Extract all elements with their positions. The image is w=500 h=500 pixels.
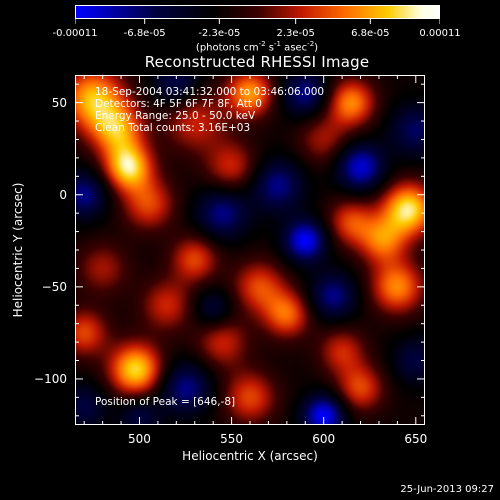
plot-border <box>75 75 425 425</box>
colorbar-tick-label: 6.8e-05 <box>351 28 390 39</box>
x-tick-label: 650 <box>404 432 428 446</box>
heatmap-image <box>75 75 425 425</box>
y-tick-label: −50 <box>41 279 67 294</box>
x-tick-label: 500 <box>128 432 151 446</box>
colorbar-tick-label: 0.00011 <box>419 28 461 39</box>
colorbar-tick-label: -6.8e-05 <box>123 28 166 39</box>
y-tick-label: −100 <box>34 371 67 386</box>
annotation-time-range: 18-Sep-2004 03:41:32.000 to 03:46:06.000 <box>95 86 325 98</box>
y-tick-label: 50 <box>51 95 67 110</box>
x-tick-label: 550 <box>220 432 244 446</box>
colorbar <box>75 5 440 19</box>
annotation-detectors: Detectors: 4F 5F 6F 7F 8F, Att 0 <box>95 98 262 110</box>
annotation-energy-range: Energy Range: 25.0 - 50.0 keV <box>95 110 256 122</box>
y-tick-label: 0 <box>59 187 67 202</box>
y-axis-label: Heliocentric Y (arcsec) <box>11 182 25 318</box>
colorbar-tick-label: -0.00011 <box>52 28 98 39</box>
plot-frame <box>75 75 425 425</box>
timestamp: 25-Jun-2013 09:27 <box>400 484 494 495</box>
chart-title: Reconstructed RHESSI Image <box>144 53 370 71</box>
annotation-peak-position: Position of Peak = [646,-8] <box>95 396 236 408</box>
colorbar-tick-label: -2.3e-05 <box>198 28 241 39</box>
colorbar-unit: (photons cm-2 s-1 asec-2) <box>195 40 319 54</box>
annotation-clean-counts: Clean Total counts: 3.16E+03 <box>95 122 251 134</box>
colorbar-tick-label: 2.3e-05 <box>276 28 315 39</box>
colorbar-ticks <box>75 19 440 24</box>
plot-area: 18-Sep-2004 03:41:32.000 to 03:46:06.000… <box>75 75 425 425</box>
x-tick-label: 600 <box>312 432 336 446</box>
x-axis-label: Heliocentric X (arcsec) <box>182 449 318 463</box>
